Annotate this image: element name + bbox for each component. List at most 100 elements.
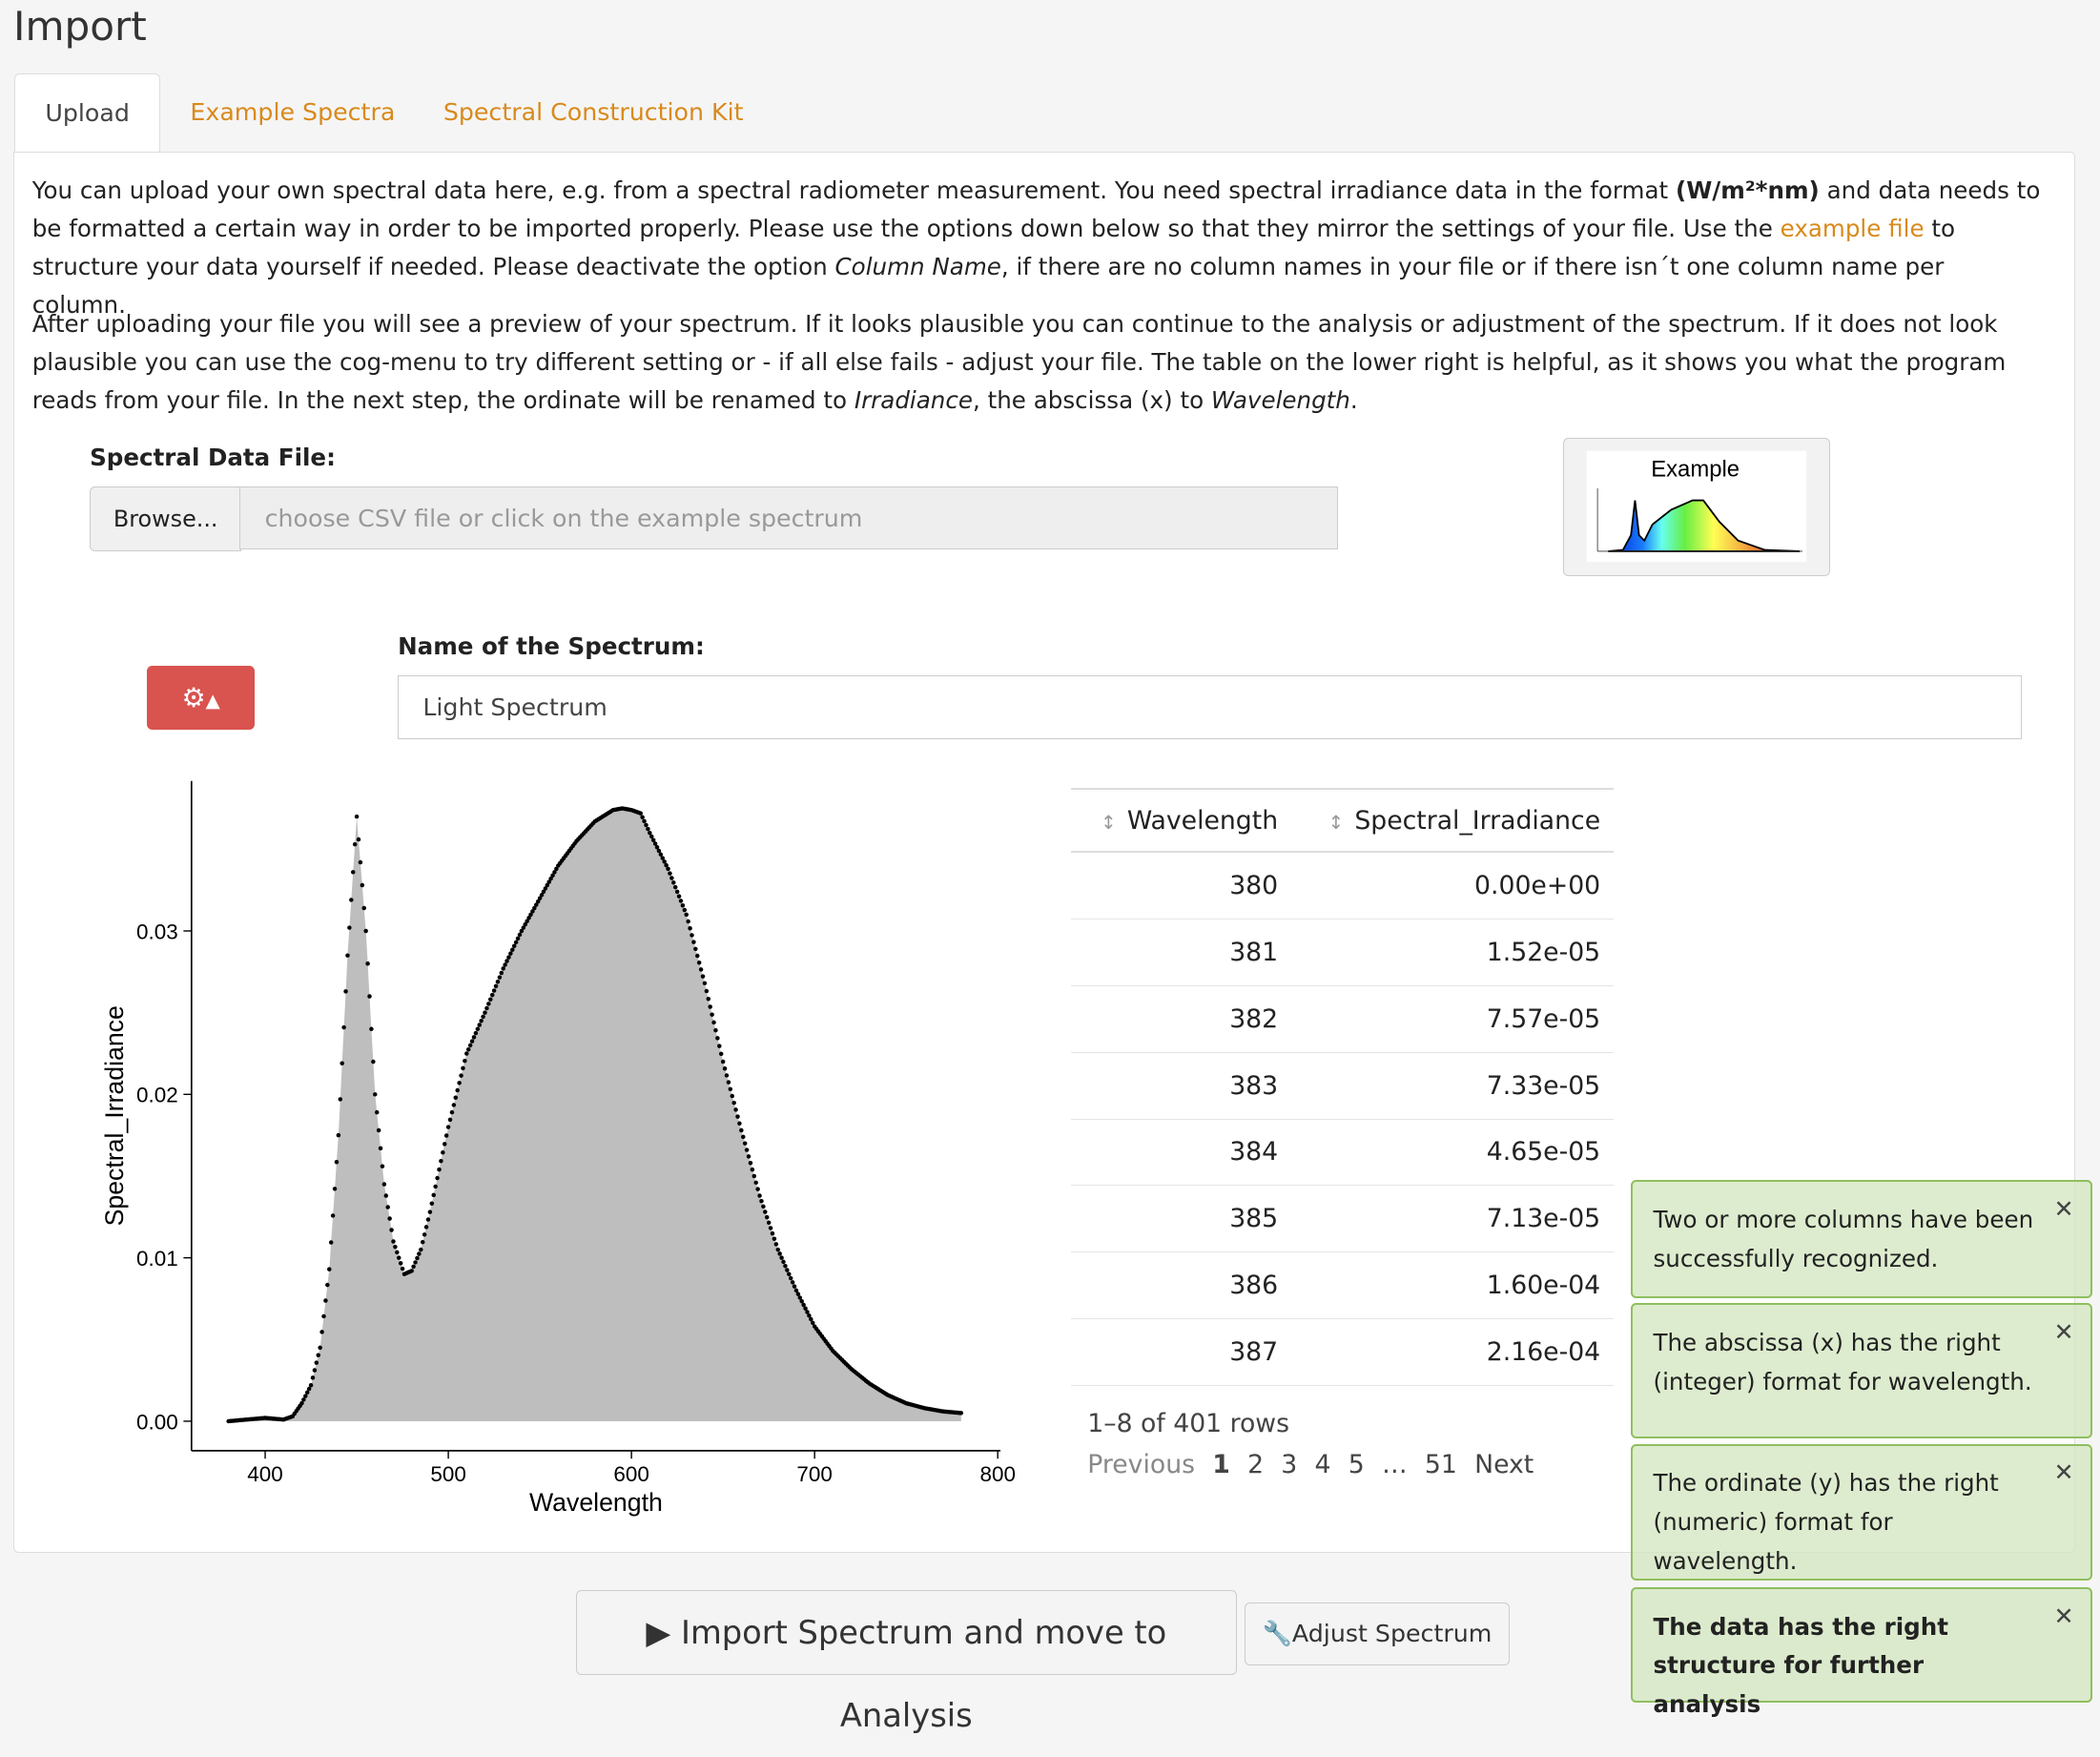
wrench-icon: 🔧 — [1262, 1619, 1292, 1647]
example-file-link[interactable]: example file — [1780, 214, 1925, 242]
data-point — [698, 967, 704, 972]
data-point — [367, 994, 372, 999]
data-point — [463, 1058, 467, 1064]
column-header-spectral-irradiance[interactable]: ↕ Spectral_Irradiance — [1291, 787, 1615, 854]
spectrum-area — [228, 808, 961, 1421]
data-point — [658, 852, 664, 858]
data-point — [325, 1282, 330, 1288]
irradiance-cell: 4.65e-05 — [1291, 1119, 1615, 1187]
data-point — [772, 1236, 777, 1242]
data-point — [323, 1298, 328, 1303]
data-point — [493, 983, 499, 989]
data-point — [715, 1036, 720, 1041]
tab-spectral-construction-kit[interactable]: Spectral Construction Kit — [443, 98, 744, 127]
spectrum-name-input[interactable] — [398, 674, 2023, 740]
data-point — [646, 826, 650, 832]
page-5-button[interactable]: 5 — [1348, 1449, 1365, 1479]
data-point — [770, 1230, 775, 1236]
data-point — [435, 1175, 440, 1181]
wavelength-cell: 383 — [1071, 1052, 1292, 1120]
page-4-button[interactable]: 4 — [1314, 1449, 1331, 1479]
data-point — [768, 1226, 773, 1230]
adjust-spectrum-button[interactable]: 🔧Adjust Spectrum — [1244, 1602, 1511, 1666]
data-point — [742, 1141, 748, 1146]
page-1-button[interactable]: 1 — [1212, 1449, 1230, 1479]
table-row: 387 2.16e-04 — [1071, 1318, 1615, 1386]
data-point — [803, 1306, 808, 1311]
irradiance-cell: 1.52e-05 — [1291, 919, 1615, 986]
data-point — [371, 1059, 376, 1065]
table-info: 1–8 of 401 rows — [1087, 1409, 1290, 1439]
tab-upload[interactable]: Upload — [14, 73, 160, 153]
wavelength-cell: 384 — [1071, 1119, 1292, 1187]
data-point — [479, 1018, 484, 1023]
data-point — [682, 907, 688, 913]
data-point — [396, 1255, 401, 1260]
data-point — [517, 932, 523, 938]
data-point — [350, 870, 356, 875]
data-point — [508, 951, 513, 956]
next-page-button[interactable]: Next — [1474, 1449, 1534, 1479]
page-title: Import — [13, 2, 147, 50]
table-row: 380 0.00e+00 — [1071, 852, 1615, 920]
column-header-wavelength[interactable]: ↕ Wavelength — [1071, 787, 1292, 854]
data-point — [427, 1209, 433, 1214]
data-point — [644, 822, 649, 828]
example-spectrum-thumbnail: Example — [1586, 450, 1806, 563]
data-point — [695, 953, 700, 959]
data-point — [354, 814, 360, 819]
data-point — [550, 873, 555, 878]
x-tick-label: 800 — [979, 1462, 1015, 1486]
close-icon[interactable]: ✕ — [2053, 1194, 2074, 1223]
data-point — [710, 1012, 714, 1017]
data-point — [504, 959, 509, 963]
data-point — [471, 1035, 477, 1040]
close-icon[interactable]: ✕ — [2053, 1317, 2074, 1346]
import-spectrum-button[interactable]: ▶ Import Spectrum and move to Analysis — [575, 1589, 1237, 1734]
previous-page-button[interactable]: Previous — [1087, 1449, 1195, 1479]
page-51-button[interactable]: 51 — [1424, 1449, 1457, 1479]
data-point — [347, 925, 352, 930]
data-point — [525, 919, 529, 923]
data-point — [443, 1142, 447, 1147]
data-point — [545, 882, 550, 888]
settings-dropdown-button[interactable]: ⚙▲ — [147, 665, 255, 731]
data-point — [720, 1059, 726, 1065]
table-row: 381 1.52e-05 — [1071, 919, 1615, 986]
data-point — [449, 1109, 455, 1115]
file-label: Spectral Data File: — [90, 443, 336, 471]
data-point — [387, 1216, 392, 1221]
data-point — [381, 1182, 387, 1187]
close-icon[interactable]: ✕ — [2053, 1602, 2074, 1630]
notification-abscissa-format: The abscissa (x) has the right (integer)… — [1631, 1303, 2092, 1439]
data-point — [445, 1125, 451, 1129]
data-point — [537, 896, 543, 900]
data-point — [741, 1134, 746, 1140]
example-spectrum-button[interactable]: Example — [1562, 438, 1830, 577]
data-point — [358, 859, 363, 865]
spectrum-chart: 400 500 600 700 800 0.00 0.01 0.02 0.03 Waveleng… — [100, 780, 1016, 1517]
data-point — [352, 841, 358, 847]
data-point — [763, 1209, 768, 1214]
data-point — [543, 886, 548, 891]
file-path-field[interactable]: choose CSV file or click on the example … — [239, 486, 1338, 549]
irradiance-cell: 7.33e-05 — [1291, 1052, 1615, 1120]
tab-example-spectra[interactable]: Example Spectra — [190, 98, 396, 127]
data-point — [713, 1027, 718, 1033]
close-icon[interactable]: ✕ — [2053, 1458, 2074, 1487]
data-point — [523, 921, 527, 927]
data-point — [483, 1010, 487, 1015]
data-point — [690, 933, 694, 938]
data-point — [361, 905, 366, 911]
data-point — [795, 1292, 801, 1296]
data-point — [733, 1107, 738, 1112]
data-point — [385, 1205, 390, 1209]
table-row: 382 7.57e-05 — [1071, 985, 1615, 1053]
data-point — [671, 880, 676, 885]
browse-button[interactable]: Browse... — [90, 486, 242, 551]
data-point — [748, 1161, 753, 1166]
page-2-button[interactable]: 2 — [1247, 1449, 1265, 1479]
y-tick-label: 0.01 — [136, 1247, 178, 1271]
data-point — [336, 1132, 341, 1138]
page-3-button[interactable]: 3 — [1281, 1449, 1298, 1479]
